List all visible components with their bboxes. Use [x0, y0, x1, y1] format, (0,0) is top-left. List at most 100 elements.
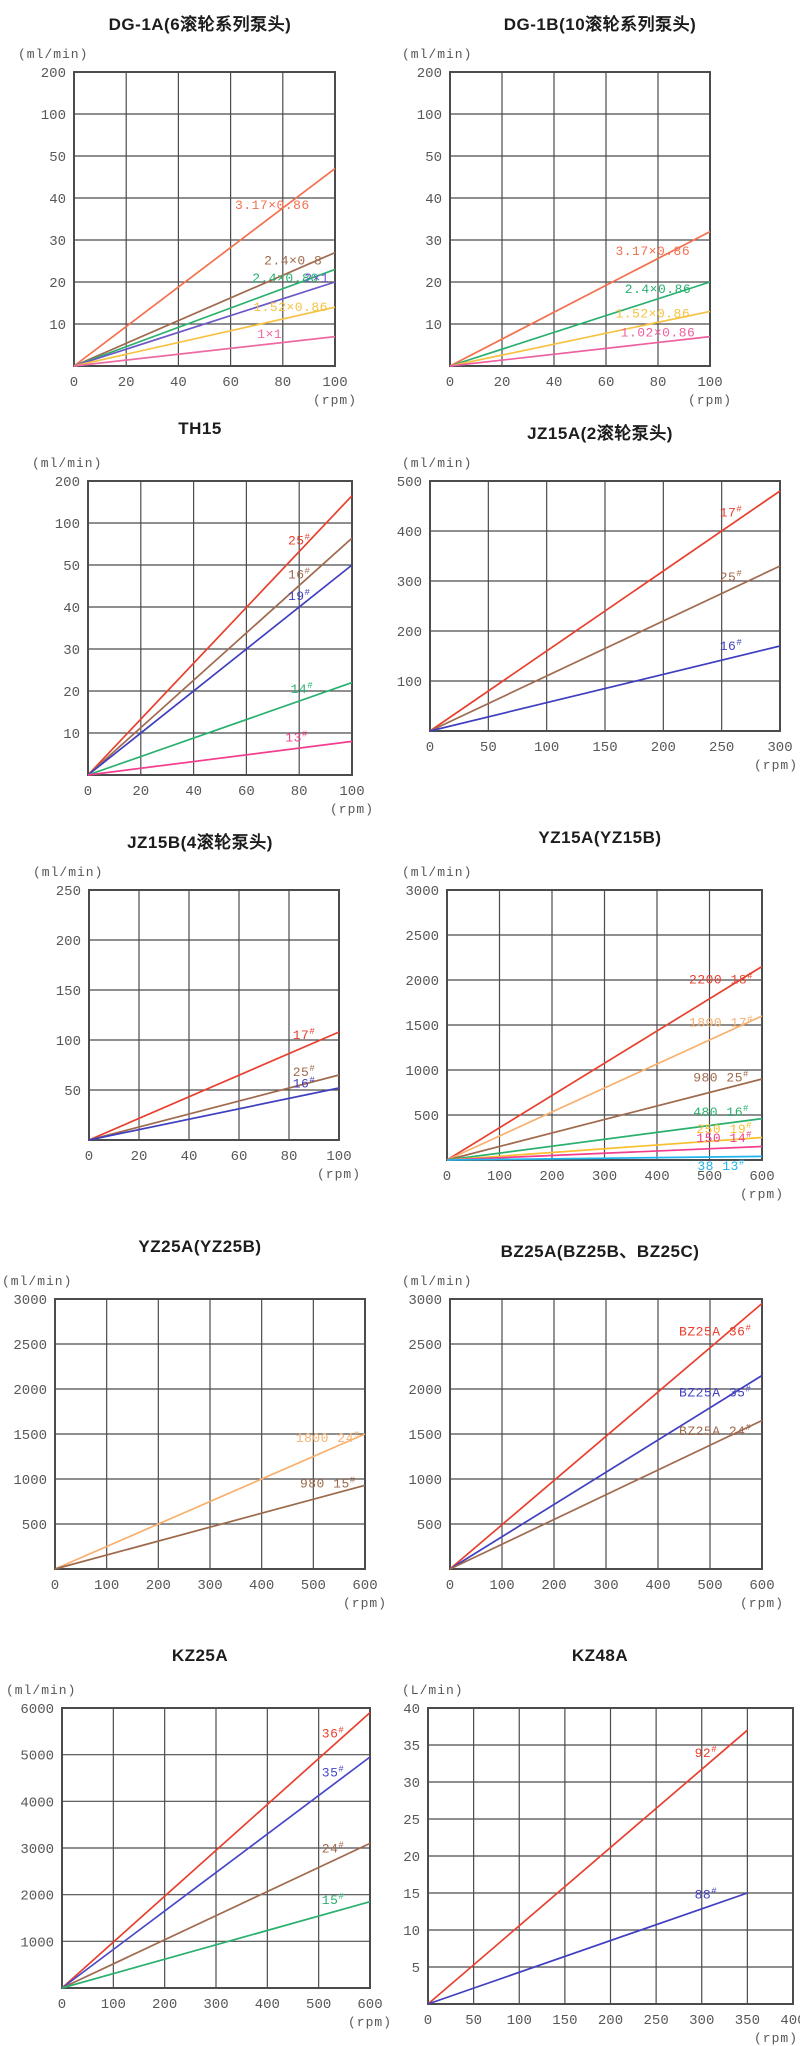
svg-text:(ml/min): (ml/min) [33, 865, 103, 880]
svg-text:80: 80 [281, 1149, 298, 1165]
svg-text:92#: 92# [695, 1745, 718, 1761]
svg-text:15: 15 [403, 1887, 420, 1903]
chart-canvas: (ml/min) (rpm) 500 1000 1500 2000 2500 3000 0 100… [2, 1274, 386, 1611]
svg-text:35#: 35# [322, 1765, 345, 1781]
svg-text:600: 600 [357, 1997, 382, 2013]
svg-text:(L/min): (L/min) [402, 1683, 464, 1698]
svg-text:80: 80 [650, 375, 667, 391]
svg-text:200: 200 [539, 1169, 564, 1185]
svg-text:100: 100 [397, 675, 422, 691]
svg-text:(ml/min): (ml/min) [32, 456, 102, 471]
svg-text:2000: 2000 [13, 1383, 47, 1399]
svg-text:150: 150 [552, 2013, 577, 2029]
svg-text:100: 100 [94, 1578, 119, 1594]
svg-text:30: 30 [49, 234, 66, 250]
svg-text:500: 500 [414, 1109, 439, 1125]
svg-text:2500: 2500 [405, 929, 439, 945]
svg-text:3000: 3000 [405, 884, 439, 900]
svg-text:40: 40 [170, 375, 187, 391]
chart-canvas: (ml/min) (rpm) 1000 2000 3000 4000 5000 6000 0 10… [6, 1683, 392, 2030]
svg-text:60: 60 [598, 375, 615, 391]
svg-text:40: 40 [425, 192, 442, 208]
svg-text:(ml/min): (ml/min) [2, 1274, 72, 1289]
svg-text:20: 20 [132, 784, 149, 800]
chart-title: JZ15A(2滚轮泵头) [527, 424, 673, 443]
svg-text:2.4×0.8: 2.4×0.8 [264, 254, 322, 269]
chart-title: YZ25A(YZ25B) [138, 1237, 262, 1256]
chart-jz15a: JZ15A(2滚轮泵头) (ml/min) (rpm) 100 200 300 400 50… [397, 409, 800, 818]
svg-text:1000: 1000 [20, 1935, 54, 1951]
svg-text:200: 200 [41, 66, 66, 82]
svg-text:25#: 25# [293, 1064, 316, 1080]
svg-text:600: 600 [749, 1169, 774, 1185]
svg-text:250: 250 [709, 740, 734, 756]
chart-title: JZ15B(4滚轮泵头) [127, 833, 273, 852]
svg-text:6000: 6000 [20, 1702, 54, 1718]
svg-text:200: 200 [598, 2013, 623, 2029]
svg-text:100: 100 [534, 740, 559, 756]
svg-text:BZ25A 24#: BZ25A 24# [679, 1423, 751, 1439]
svg-text:16#: 16# [293, 1075, 316, 1091]
svg-text:150: 150 [56, 984, 81, 1000]
svg-text:200: 200 [651, 740, 676, 756]
chart-title: BZ25A(BZ25B、BZ25C) [500, 1242, 700, 1261]
svg-text:200: 200 [56, 934, 81, 950]
svg-text:2200 18#: 2200 18# [689, 972, 753, 988]
svg-text:1800 24#: 1800 24# [296, 1430, 360, 1446]
svg-text:2000: 2000 [408, 1383, 442, 1399]
svg-text:1×1: 1×1 [257, 327, 282, 342]
svg-text:1500: 1500 [405, 1019, 439, 1035]
svg-text:0: 0 [446, 375, 454, 391]
svg-text:80: 80 [291, 784, 308, 800]
svg-text:40: 40 [63, 601, 80, 617]
svg-text:(ml/min): (ml/min) [402, 865, 472, 880]
chart-bz25a: BZ25A(BZ25B、BZ25C) (ml/min) (rpm) 500 1000 1… [400, 1227, 800, 1636]
svg-text:19#: 19# [288, 588, 311, 604]
svg-text:980 25#: 980 25# [693, 1070, 749, 1086]
svg-text:25: 25 [403, 1813, 420, 1829]
chart-canvas: (ml/min) (rpm) 10 20 30 40 50 100 200 0 20 40 60 80 10… [18, 47, 357, 408]
svg-text:0: 0 [424, 2013, 432, 2029]
svg-text:150 14#: 150 14# [696, 1130, 752, 1146]
svg-text:100: 100 [487, 1169, 512, 1185]
svg-text:30: 30 [63, 643, 80, 659]
svg-text:300: 300 [592, 1169, 617, 1185]
svg-text:35: 35 [403, 1739, 420, 1755]
svg-text:250 19#: 250 19# [696, 1121, 752, 1137]
svg-text:100: 100 [417, 108, 442, 124]
chart-canvas: (ml/min) (rpm) 100 200 300 400 500 0 50 100 150 200… [397, 456, 797, 773]
svg-text:100: 100 [55, 517, 80, 533]
svg-text:(rpm): (rpm) [313, 393, 357, 408]
svg-text:0: 0 [58, 1997, 66, 2013]
svg-text:100: 100 [489, 1578, 514, 1594]
svg-text:200: 200 [417, 66, 442, 82]
svg-text:3000: 3000 [408, 1293, 442, 1309]
svg-text:30: 30 [403, 1776, 420, 1792]
chart-canvas: (ml/min) (rpm) 10 20 30 40 50 100 200 0 20 40 60 80 10… [402, 47, 731, 408]
svg-text:200: 200 [397, 625, 422, 641]
svg-text:25#: 25# [288, 533, 311, 549]
chart-dg1a: DG-1A(6滚轮系列泵头) (ml/min) (rpm) 10 20 30 40 50 10… [0, 0, 400, 409]
svg-text:5000: 5000 [20, 1749, 54, 1765]
svg-text:600: 600 [749, 1578, 774, 1594]
svg-text:0: 0 [51, 1578, 59, 1594]
svg-text:400: 400 [397, 525, 422, 541]
svg-text:100: 100 [326, 1149, 351, 1165]
svg-text:20: 20 [118, 375, 135, 391]
chart-title: KZ25A [171, 1646, 229, 1665]
svg-text:50: 50 [49, 150, 66, 166]
chart-title: DG-1B(10滚轮系列泵头) [503, 15, 697, 34]
svg-text:BZ25A 36#: BZ25A 36# [679, 1323, 751, 1339]
svg-text:200: 200 [146, 1578, 171, 1594]
svg-text:100: 100 [507, 2013, 532, 2029]
svg-text:300: 300 [593, 1578, 618, 1594]
chart-th15: TH15 (ml/min) (rpm) 10 20 30 40 50 100 200 0 20 40 6… [0, 409, 400, 818]
svg-text:1000: 1000 [13, 1473, 47, 1489]
svg-text:350: 350 [735, 2013, 760, 2029]
svg-text:10: 10 [425, 318, 442, 334]
svg-text:(rpm): (rpm) [348, 2015, 392, 2030]
svg-text:300: 300 [767, 740, 792, 756]
svg-text:500: 500 [306, 1997, 331, 2013]
svg-text:1000: 1000 [408, 1473, 442, 1489]
svg-text:40: 40 [546, 375, 563, 391]
